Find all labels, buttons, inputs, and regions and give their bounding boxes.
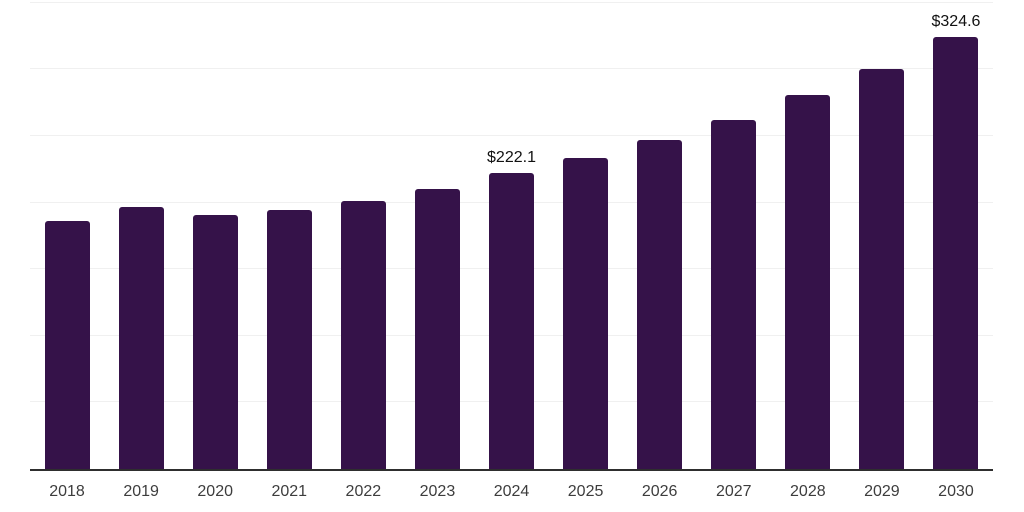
bar-slot: $324.6 [919, 0, 993, 469]
x-axis-labels: 2018 2019 2020 2021 2022 2023 2024 2025 2026 2027… [30, 483, 993, 501]
bar-2022 [340, 201, 386, 469]
bar-2021 [266, 210, 312, 469]
x-axis-label: 2019 [123, 483, 159, 500]
bar-slot [30, 0, 104, 469]
bar-slot [104, 0, 178, 469]
gridline [30, 68, 993, 69]
bar-slot [178, 0, 252, 469]
bar-2026 [637, 140, 683, 469]
bar-value-label: $324.6 [931, 13, 981, 30]
gridline [30, 135, 993, 136]
bar-2024 [489, 173, 534, 469]
x-axis-label: 2030 [938, 483, 974, 500]
x-axis-label: 2021 [271, 483, 308, 500]
x-axis-label: 2026 [641, 483, 678, 500]
bar-2029 [859, 69, 905, 469]
x-axis-label: 2028 [790, 483, 826, 500]
plot-area: $222.1 $324.6 [30, 0, 993, 471]
bar-slot [771, 0, 845, 469]
bar-2030 [933, 37, 979, 469]
bar-2025 [563, 158, 609, 469]
bar-slot [697, 0, 771, 469]
x-axis-label: 2024 [493, 483, 530, 500]
bar-slot [845, 0, 919, 469]
bar-slot [400, 0, 474, 469]
bar-2027 [711, 120, 757, 469]
bar-slot [326, 0, 400, 469]
x-axis-label: 2020 [197, 483, 233, 500]
x-axis-label: 2029 [864, 483, 900, 500]
x-axis-label: 2027 [715, 483, 752, 500]
bar-2020 [192, 215, 238, 469]
bar-value-label: $222.1 [487, 149, 536, 166]
bar-2023 [414, 189, 460, 469]
bar-2018 [44, 221, 90, 469]
bar-2028 [785, 95, 831, 469]
bar-slot [252, 0, 326, 469]
bar-slot [549, 0, 623, 469]
x-axis-label: 2023 [419, 483, 456, 500]
bar-slot [623, 0, 697, 469]
bar-2019 [118, 207, 164, 469]
x-axis-label: 2022 [345, 483, 382, 500]
x-axis-label: 2025 [567, 483, 604, 500]
x-axis-label: 2018 [49, 483, 85, 500]
x-axis-line [30, 469, 993, 471]
bars: $222.1 $324.6 [30, 0, 993, 469]
gridline [30, 2, 993, 3]
bar-slot: $222.1 [474, 0, 548, 469]
